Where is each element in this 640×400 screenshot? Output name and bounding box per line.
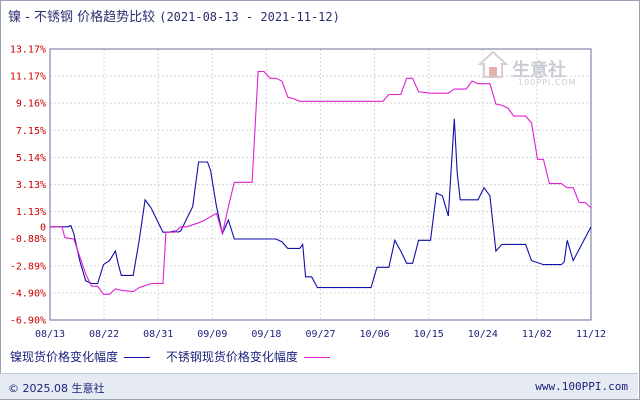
footer-copyright: © 2025.08 生意社 [8, 382, 105, 395]
series-line-stainless [50, 70, 592, 295]
x-tick-label: 08/13 [35, 329, 65, 340]
series-line-nickel [50, 118, 592, 289]
legend-label-stainless: 不锈钢现货价格变化幅度 [165, 350, 298, 364]
footer-link[interactable]: www.100PPI.com [535, 380, 628, 393]
y-tick-label: 1.13% [16, 207, 46, 218]
x-tick-label: 11/12 [576, 329, 606, 340]
x-tick-label: 08/22 [89, 329, 119, 340]
legend-swatch-nickel [124, 357, 151, 358]
y-tick-label: 11.17% [10, 72, 46, 83]
y-tick-label: -0.88% [10, 234, 46, 245]
watermark-sub: 100PPI.COM [518, 78, 577, 87]
y-tick-label: 7.15% [16, 126, 46, 137]
title-range: (2021-08-13 - 2021-11-12) [159, 10, 340, 24]
x-tick-label: 09/27 [305, 329, 335, 340]
y-tick-label: 0 [40, 222, 46, 233]
y-tick-label: 3.13% [16, 180, 46, 191]
chart-title: 镍 - 不锈钢 价格趋势比较 (2021-08-13 - 2021-11-12) [8, 6, 340, 25]
x-tick-label: 10/15 [414, 329, 444, 340]
legend-label-nickel: 镍现货价格变化幅度 [10, 350, 119, 364]
x-tick-label: 09/09 [197, 329, 227, 340]
legend-swatch-stainless [303, 357, 330, 358]
watermark-text: 生意社 [512, 60, 566, 81]
x-tick-label: 08/31 [143, 329, 173, 340]
y-tick-label: -6.90% [10, 316, 46, 327]
watermark: 生意社 100PPI.COM [477, 50, 578, 90]
legend: 镍现货价格变化幅度 不锈钢现货价格变化幅度 [10, 348, 342, 365]
x-tick-label: 10/06 [360, 329, 390, 340]
title-main: 镍 - 不锈钢 价格趋势比较 [8, 10, 156, 25]
plot-area [49, 48, 592, 321]
y-tick-label: 13.17% [10, 45, 46, 56]
x-tick-label: 10/24 [468, 329, 498, 340]
y-tick-label: -4.90% [10, 288, 46, 299]
y-tick-label: -2.89% [10, 261, 46, 272]
watermark-logo-icon [477, 50, 509, 78]
x-tick-label: 09/18 [251, 329, 281, 340]
y-tick-label: 9.16% [16, 99, 46, 110]
x-tick-label: 11/02 [522, 329, 552, 340]
footer: © 2025.08 生意社 www.100PPI.com [0, 373, 638, 399]
y-tick-label: 5.14% [16, 153, 46, 164]
